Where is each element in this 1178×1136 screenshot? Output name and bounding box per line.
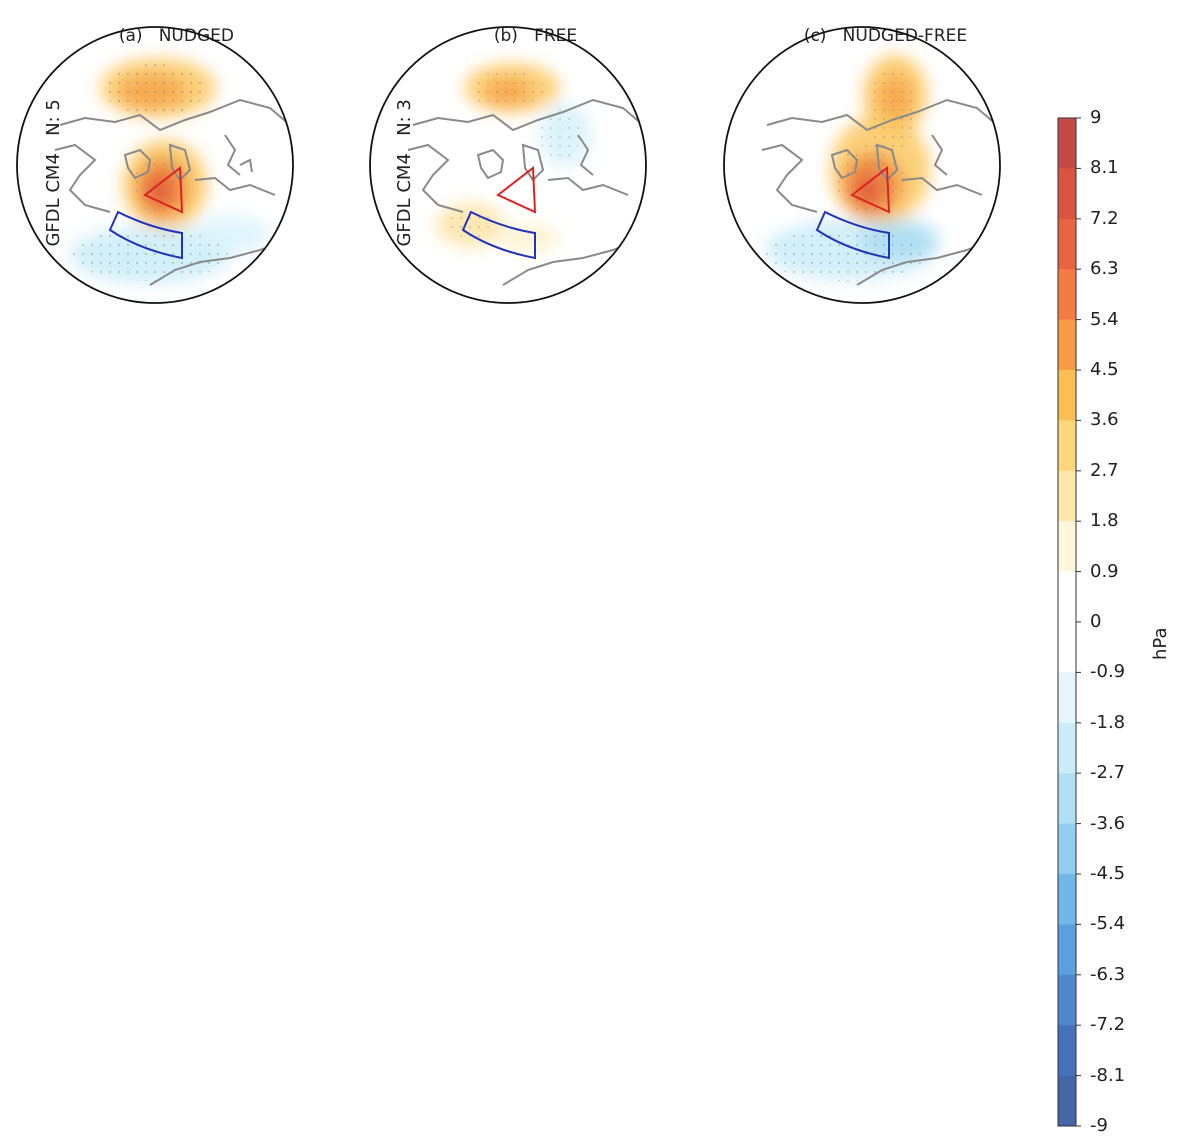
colorbar-tick-label: -6.3 — [1090, 963, 1126, 985]
colorbar-tick-label: -4.5 — [1090, 863, 1126, 884]
colorbar — [1057, 117, 1081, 1127]
colorbar-segment — [1058, 168, 1076, 220]
panel-letter-b: (b) — [493, 26, 518, 46]
map-panel-a — [16, 26, 294, 304]
colorbar-segment — [1058, 874, 1076, 925]
colorbar-segment — [1058, 218, 1076, 270]
colorbar-tick-label: 5.4 — [1090, 308, 1119, 330]
colorbar-tick-label: 6.3 — [1090, 258, 1119, 280]
region-box-blue-c — [815, 210, 890, 260]
colorbar-segment — [1058, 823, 1076, 875]
colorbar-tick-label: -5.4 — [1090, 913, 1126, 935]
colorbar-segment — [1058, 974, 1076, 1026]
colorbar-segment — [1058, 1025, 1076, 1077]
colorbar-segment — [1058, 1075, 1076, 1127]
colorbar-segment — [1058, 521, 1076, 573]
colorbar-tick-label: 4.5 — [1090, 359, 1119, 380]
map-boundary-a — [16, 26, 294, 304]
colorbar-tick-label: 2.7 — [1090, 459, 1119, 481]
colorbar-segment — [1058, 722, 1076, 774]
colorbar-segment — [1058, 269, 1076, 321]
colorbar-tick-label: 3.6 — [1090, 409, 1119, 431]
map-boundary-c — [723, 26, 1001, 304]
colorbar-segment — [1058, 118, 1076, 169]
colorbar-tick-label: -1.8 — [1090, 711, 1126, 733]
colorbar-tick-label: 8.1 — [1090, 157, 1119, 179]
colorbar-segment — [1058, 773, 1076, 825]
region-box-red-a — [143, 166, 184, 214]
region-box-red-b — [496, 166, 537, 214]
region-box-blue-a — [108, 210, 183, 260]
colorbar-segment — [1058, 319, 1076, 371]
map-panel-b — [369, 26, 647, 304]
colorbar-segment — [1058, 470, 1076, 522]
colorbar-tick-label: -9 — [1090, 1115, 1108, 1136]
colorbar-tick-label: -7.2 — [1090, 1014, 1126, 1036]
map-boundary-b — [369, 26, 647, 304]
colorbar-tick-label: -8.1 — [1090, 1064, 1126, 1086]
colorbar-tick-label: 0 — [1090, 611, 1102, 632]
colorbar-segment — [1058, 622, 1076, 673]
region-box-blue-b — [461, 210, 536, 260]
panel-name-c: NUDGED-FREE — [842, 26, 968, 46]
colorbar-tick-label: 9 — [1090, 107, 1102, 128]
colorbar-tick-label: -0.9 — [1090, 661, 1126, 683]
region-box-red-c — [850, 166, 891, 214]
colorbar-tick-label: 0.9 — [1090, 560, 1119, 582]
colorbar-tick-label: -2.7 — [1090, 762, 1126, 784]
colorbar-segment — [1058, 370, 1076, 421]
colorbar-tick-label: 7.2 — [1090, 207, 1119, 229]
coastlines-b — [407, 98, 644, 286]
colorbar-tick-label: -3.6 — [1090, 812, 1126, 834]
colorbar-segment — [1058, 672, 1076, 724]
colorbar-unit: hPa — [1150, 627, 1171, 660]
colorbar-segment — [1058, 420, 1076, 472]
map-panel-c — [723, 26, 1001, 304]
colorbar-segment — [1058, 571, 1076, 623]
colorbar-segment — [1058, 924, 1076, 976]
colorbar-tick-label: 1.8 — [1090, 510, 1119, 532]
